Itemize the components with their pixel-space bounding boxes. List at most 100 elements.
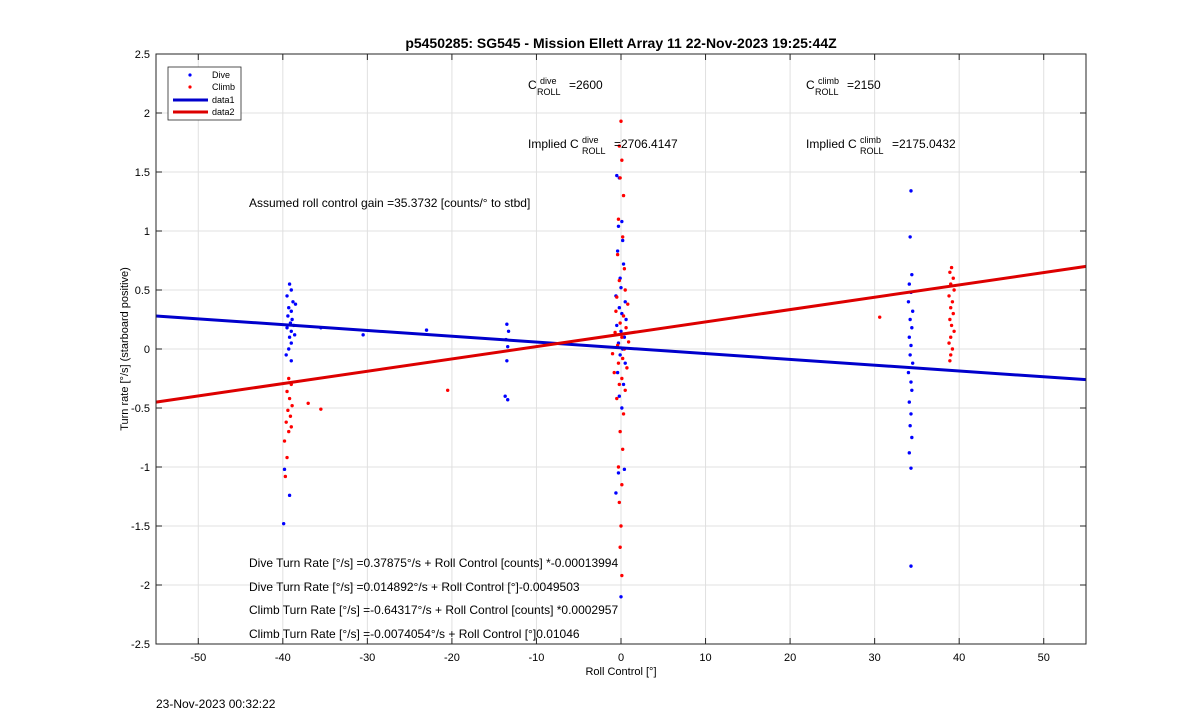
- data-point-climb: [618, 429, 622, 434]
- data-point-climb: [284, 420, 288, 424]
- data-point-dive: [615, 249, 620, 253]
- data-point-climb: [950, 347, 955, 351]
- y-axis-label: Turn rate [°/s] (starboard positive): [119, 267, 131, 431]
- y-tick-label: -1: [140, 462, 150, 474]
- data-point-climb: [306, 401, 310, 405]
- x-tick-label: -30: [359, 652, 375, 664]
- data-point-climb: [949, 306, 953, 310]
- data-point-dive: [287, 335, 292, 339]
- data-point-climb: [948, 359, 952, 363]
- data-point-dive: [908, 235, 912, 239]
- data-point-dive: [285, 326, 289, 330]
- c-climb-symbol: C: [806, 78, 815, 92]
- data-point-dive: [907, 282, 911, 286]
- y-tick-label: -0.5: [131, 403, 150, 415]
- data-point-climb: [612, 370, 616, 375]
- data-point-climb: [951, 311, 955, 316]
- data-point-climb: [620, 335, 624, 339]
- y-tick-label: 0.5: [135, 285, 150, 297]
- chart-title: p5450285: SG545 - Mission Ellett Array 1…: [405, 35, 837, 51]
- c-climb-value: =2150: [847, 78, 881, 92]
- data-point-dive: [910, 388, 914, 392]
- data-point-dive: [910, 326, 914, 330]
- data-point-dive: [619, 595, 623, 599]
- data-point-climb: [290, 403, 294, 408]
- data-point-dive: [615, 323, 619, 328]
- implied-climb-prefix: Implied C: [806, 137, 857, 151]
- data-point-dive: [908, 353, 912, 357]
- data-point-dive: [285, 294, 289, 298]
- data-point-climb: [952, 329, 956, 333]
- data-point-climb: [616, 361, 621, 365]
- data-point-climb: [620, 483, 624, 487]
- data-point-climb: [620, 447, 625, 451]
- data-point-climb: [289, 425, 293, 429]
- data-point-dive: [291, 300, 295, 304]
- data-point-climb: [615, 396, 619, 401]
- annotation-c-climb: C climb ROLL =2150: [806, 73, 881, 98]
- data-point-dive: [907, 451, 911, 455]
- data-point-dive: [505, 322, 509, 326]
- data-point-dive: [616, 224, 621, 228]
- data-point-climb: [445, 388, 450, 392]
- data-point-dive: [622, 335, 627, 339]
- data-point-dive: [620, 311, 624, 316]
- c-dive-sub: ROLL: [537, 87, 561, 97]
- x-tick-label: 40: [953, 652, 965, 664]
- data-point-climb: [615, 295, 619, 299]
- legend-climb-label: Climb: [212, 82, 235, 92]
- legend-dive-label: Dive: [212, 70, 230, 80]
- data-point-dive: [909, 466, 913, 470]
- data-point-dive: [622, 467, 627, 472]
- annotation-implied-dive: Implied C dive ROLL =2706.4147: [528, 132, 678, 157]
- data-point-dive: [289, 359, 293, 363]
- data-point-dive: [907, 335, 911, 339]
- data-point-dive: [910, 272, 914, 277]
- data-point-climb: [626, 340, 631, 344]
- data-point-dive: [910, 361, 915, 365]
- data-point-climb: [617, 278, 622, 283]
- y-tick-label: 1: [144, 226, 150, 238]
- data-point-climb: [282, 439, 287, 443]
- data-point-climb: [287, 429, 291, 434]
- y-tick-label: 2: [144, 108, 150, 120]
- fit-line-data2: [155, 264, 1087, 404]
- data-point-climb: [615, 252, 620, 257]
- marks: [155, 119, 1087, 599]
- data-point-dive: [287, 282, 292, 286]
- y-tick-label: 1.5: [135, 167, 150, 179]
- data-point-climb: [617, 144, 622, 148]
- data-point-climb: [620, 158, 624, 162]
- x-tick-label: 10: [699, 652, 711, 664]
- data-point-climb: [617, 500, 622, 505]
- c-dive-value: =2600: [569, 78, 603, 92]
- x-tick-label: -50: [190, 652, 206, 664]
- y-tick-label: -2: [140, 580, 150, 592]
- data-point-dive: [909, 564, 913, 568]
- data-point-climb: [950, 300, 955, 304]
- data-point-climb: [947, 294, 951, 298]
- data-point-climb: [618, 176, 622, 180]
- data-point-dive: [909, 380, 913, 384]
- annotation-dive-eq-deg: Dive Turn Rate [°/s] =0.014892°/s + Roll…: [249, 580, 580, 594]
- implied-dive-sup: dive: [582, 135, 599, 145]
- data-point-dive: [615, 173, 619, 178]
- data-point-dive: [293, 302, 298, 306]
- data-point-dive: [292, 333, 297, 337]
- data-point-dive: [620, 238, 625, 243]
- y-tick-label: 0: [144, 344, 150, 356]
- data-point-dive: [617, 394, 622, 398]
- fit-line-data1: [155, 314, 1087, 382]
- data-point-dive: [908, 317, 912, 322]
- data-point-climb: [619, 119, 623, 123]
- data-point-dive: [506, 329, 511, 333]
- data-point-dive: [910, 309, 915, 313]
- legend-data2-label: data2: [212, 107, 235, 117]
- x-tick-label: 50: [1038, 652, 1050, 664]
- data-point-dive: [908, 424, 912, 428]
- c-climb-sup: climb: [818, 76, 839, 86]
- data-point-dive: [361, 333, 365, 337]
- data-point-dive: [616, 471, 621, 475]
- implied-dive-sub: ROLL: [582, 146, 606, 156]
